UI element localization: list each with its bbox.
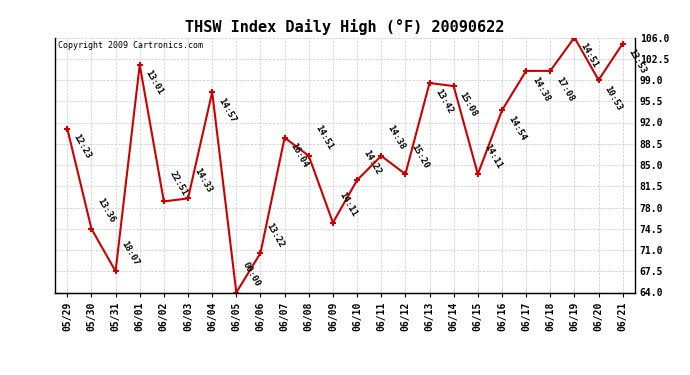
Text: 14:11: 14:11	[482, 142, 503, 170]
Text: 14:51: 14:51	[579, 42, 600, 69]
Text: 12:23: 12:23	[72, 133, 92, 160]
Text: 17:08: 17:08	[555, 75, 575, 103]
Text: 13:53: 13:53	[627, 48, 648, 75]
Text: 22:51: 22:51	[168, 170, 189, 197]
Text: Copyright 2009 Cartronics.com: Copyright 2009 Cartronics.com	[58, 41, 203, 50]
Text: 13:36: 13:36	[96, 197, 117, 225]
Text: 13:01: 13:01	[144, 69, 165, 97]
Text: 15:08: 15:08	[458, 90, 479, 118]
Text: 14:54: 14:54	[506, 114, 527, 142]
Text: 14:57: 14:57	[217, 96, 237, 124]
Text: 10:53: 10:53	[603, 84, 624, 112]
Text: 14:33: 14:33	[193, 166, 213, 194]
Text: 18:07: 18:07	[120, 239, 141, 267]
Text: 14:11: 14:11	[337, 191, 358, 219]
Text: 14:38: 14:38	[386, 124, 406, 152]
Text: 16:04: 16:04	[289, 142, 310, 170]
Text: 13:42: 13:42	[434, 87, 455, 115]
Text: 14:38: 14:38	[531, 75, 551, 103]
Text: 15:20: 15:20	[410, 142, 431, 170]
Text: 14:22: 14:22	[362, 148, 382, 176]
Text: 14:51: 14:51	[313, 124, 334, 152]
Text: 13:22: 13:22	[265, 221, 286, 249]
Text: 00:00: 00:00	[241, 261, 262, 288]
Title: THSW Index Daily High (°F) 20090622: THSW Index Daily High (°F) 20090622	[186, 19, 504, 35]
